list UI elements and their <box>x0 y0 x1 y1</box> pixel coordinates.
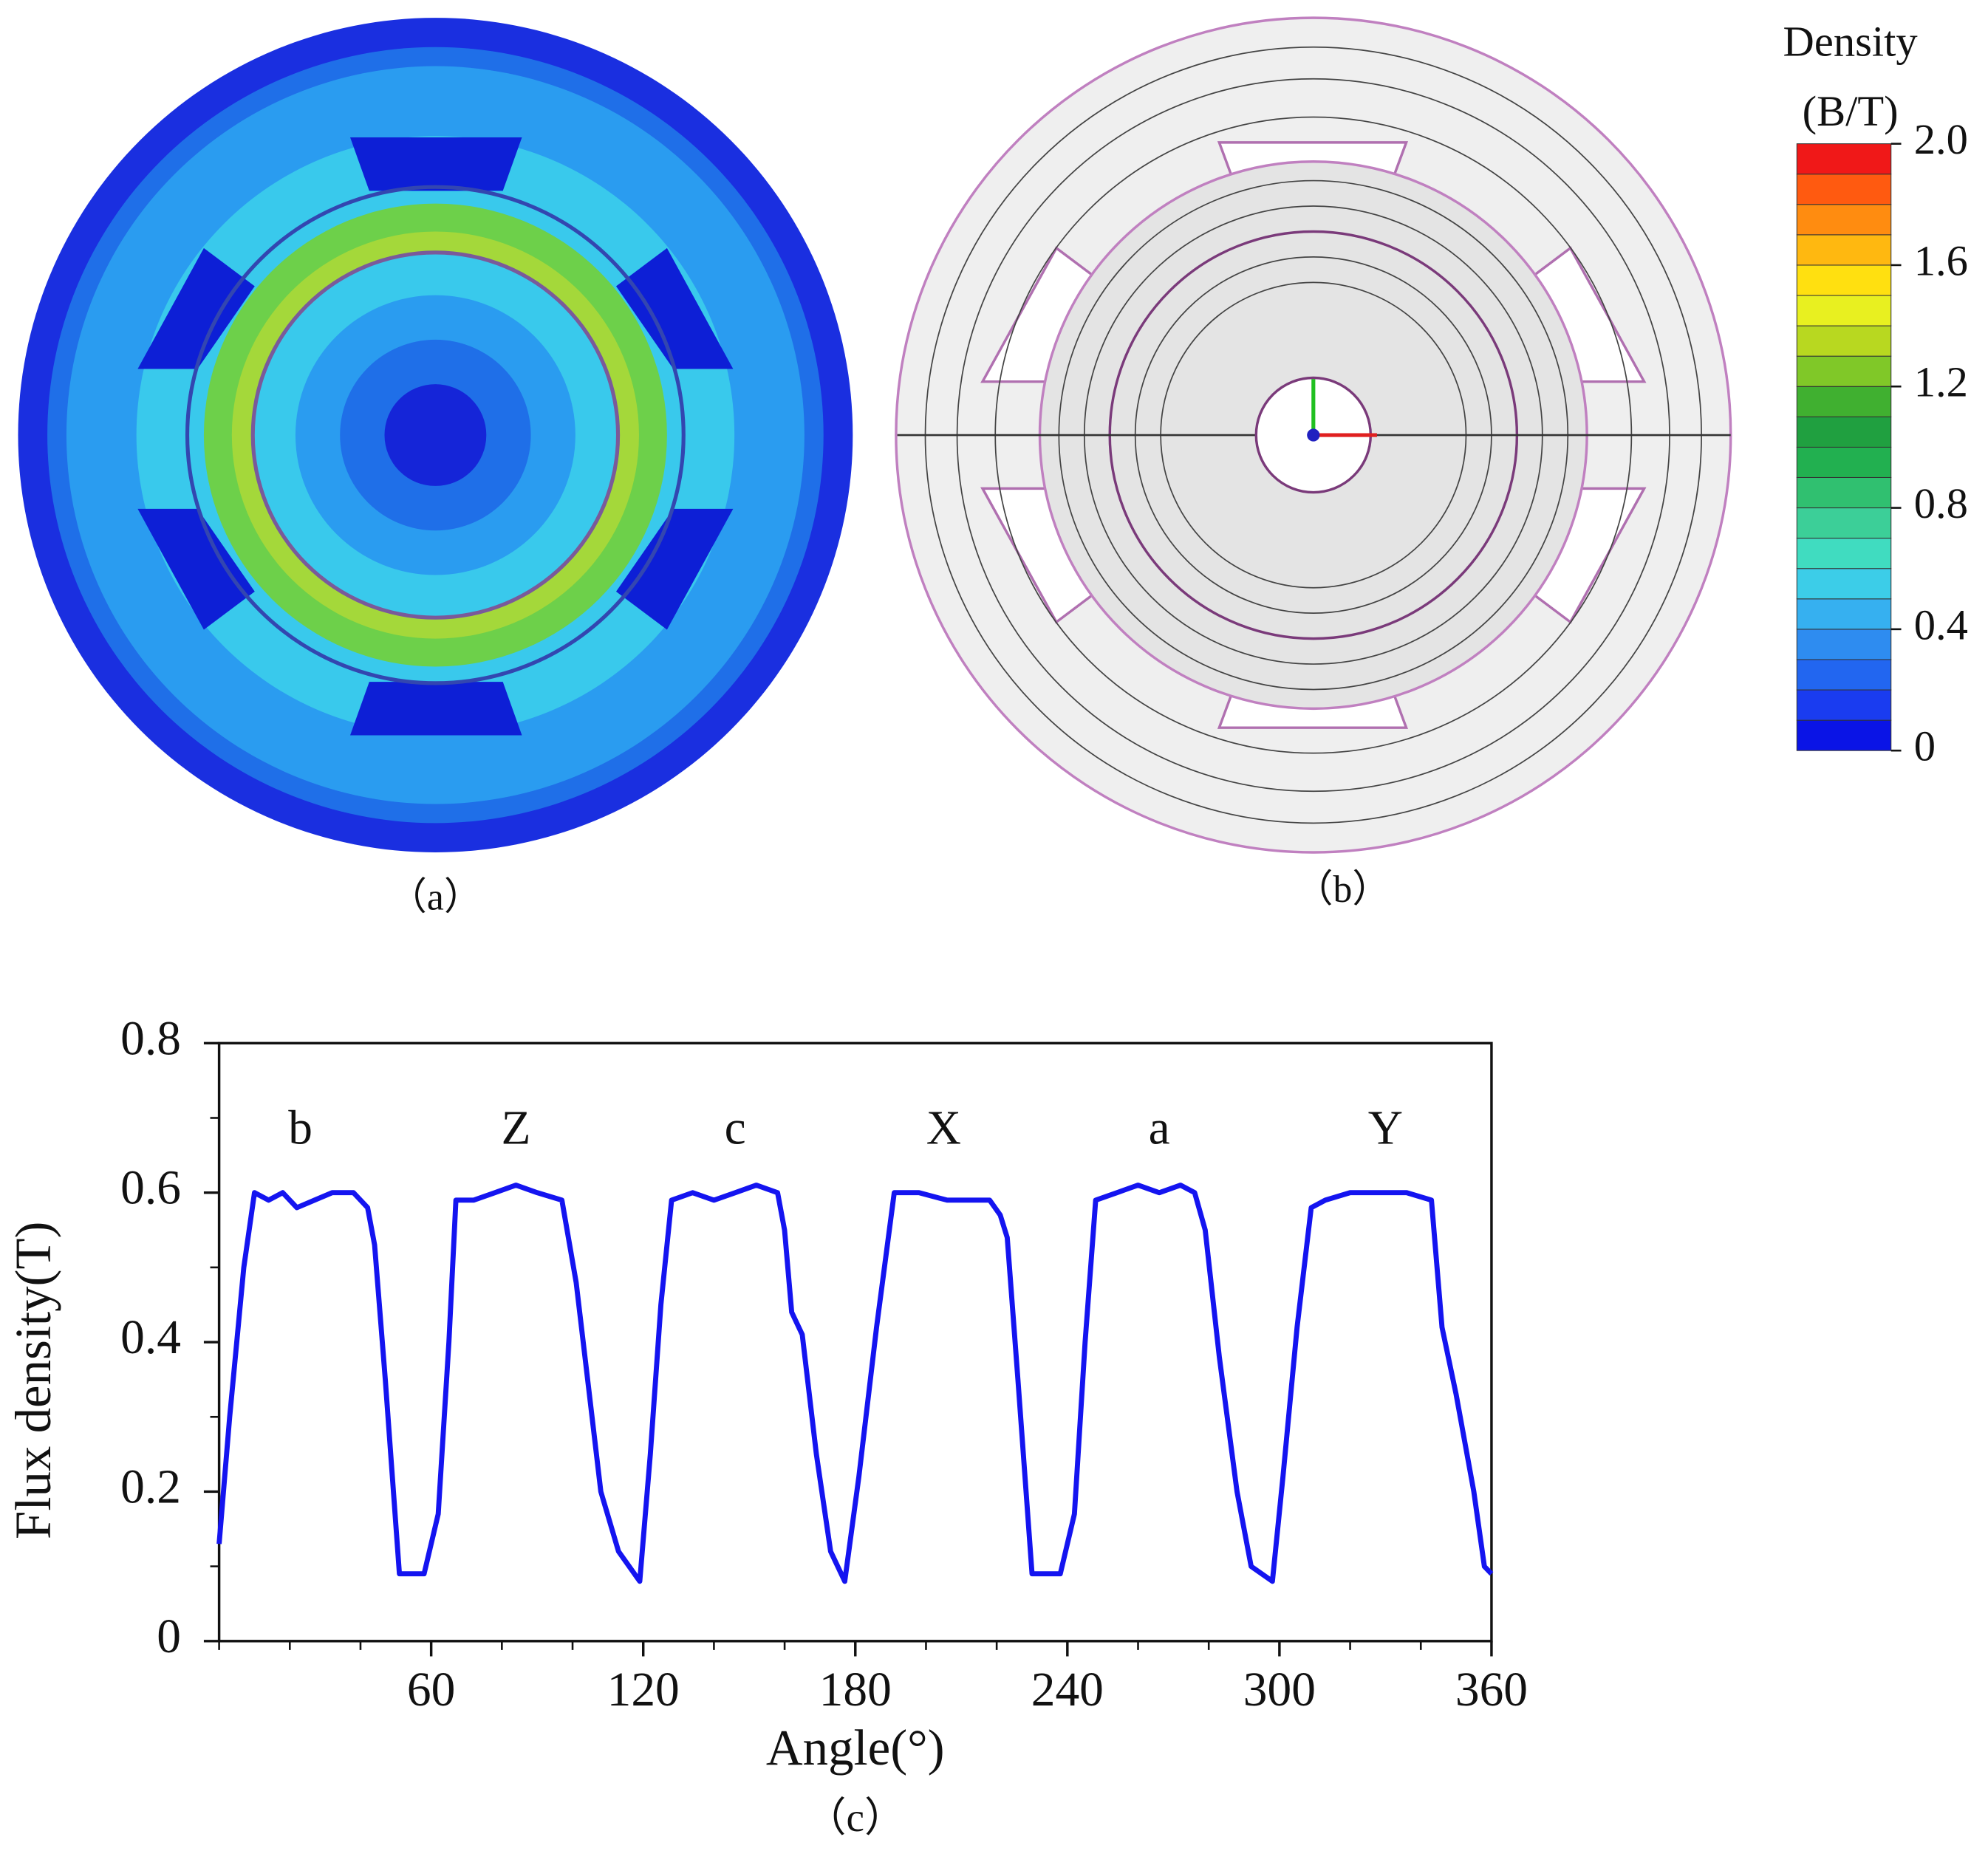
colorbar-band <box>1796 234 1892 266</box>
annotation: a <box>1149 1102 1170 1155</box>
colorbar-title: (B/T) <box>1803 87 1899 135</box>
colorbar-band <box>1796 416 1892 448</box>
y-axis-label: Flux density(T) <box>5 1222 61 1539</box>
colorbar-tick-label: 2.0 <box>1914 115 1968 163</box>
colorbar-band <box>1796 538 1892 569</box>
x-tick-label: 120 <box>607 1663 680 1717</box>
annotation: Y <box>1368 1102 1403 1155</box>
x-axis-label: Angle(°) <box>766 1720 945 1776</box>
colorbar-band <box>1796 204 1892 236</box>
x-tick-label: 240 <box>1031 1663 1104 1717</box>
data-line <box>216 1183 1494 1584</box>
annotation: X <box>926 1102 961 1155</box>
colorbar-band <box>1796 568 1892 600</box>
colorbar-band <box>1796 719 1892 751</box>
colorbar-band <box>1796 629 1892 660</box>
x-tick-label: 60 <box>407 1663 455 1717</box>
panel-b-image <box>895 16 1732 854</box>
y-tick-label: 0.6 <box>120 1162 181 1215</box>
line-chart: 0 0.2 0.4 0.6 0.8 60 120 180 240 300 360 Angle(°) Fl… <box>5 1012 1528 1776</box>
x-tick-label: 180 <box>819 1663 892 1717</box>
colorbar-band <box>1796 325 1892 357</box>
colorbar-band <box>1796 174 1892 205</box>
colorbar-band <box>1796 476 1892 509</box>
colorbar-tick-label: 0 <box>1914 722 1936 770</box>
colorbar-band <box>1796 689 1892 721</box>
colorbar: Density (B/T) 0 0.4 0.8 1.2 1.6 2.0 <box>1783 17 1968 770</box>
panel-label: （c） <box>805 1795 905 1840</box>
colorbar-band <box>1796 143 1892 175</box>
panel-a-image <box>18 18 853 852</box>
colorbar-band <box>1796 598 1892 630</box>
annotation: c <box>725 1102 746 1155</box>
colorbar-band <box>1796 264 1892 296</box>
y-tick-label: 0.4 <box>120 1311 181 1364</box>
colorbar-band <box>1796 386 1892 417</box>
colorbar-title: Density <box>1783 17 1919 65</box>
colorbar-tick-label: 1.2 <box>1914 358 1968 406</box>
annotation: Z <box>501 1102 530 1155</box>
colorbar-band <box>1796 355 1892 387</box>
colorbar-band <box>1796 507 1892 539</box>
colorbar-band <box>1796 446 1892 478</box>
x-tick-label: 360 <box>1455 1663 1528 1717</box>
colorbar-tick-label: 1.6 <box>1914 236 1968 284</box>
colorbar-tick-label: 0.8 <box>1914 479 1968 527</box>
y-tick-label: 0.8 <box>120 1012 181 1065</box>
colorbar-band <box>1796 295 1892 326</box>
y-tick-label: 0.2 <box>120 1460 181 1513</box>
plot-frame <box>217 1041 1493 1643</box>
panel-label: （a） <box>389 876 482 918</box>
colorbar-tick-label: 0.4 <box>1914 601 1968 649</box>
y-tick-label: 0 <box>157 1610 181 1663</box>
x-tick-label: 300 <box>1243 1663 1316 1717</box>
colorbar-band <box>1796 659 1892 691</box>
annotation: b <box>288 1102 312 1155</box>
panel-label: （b） <box>1295 869 1390 911</box>
